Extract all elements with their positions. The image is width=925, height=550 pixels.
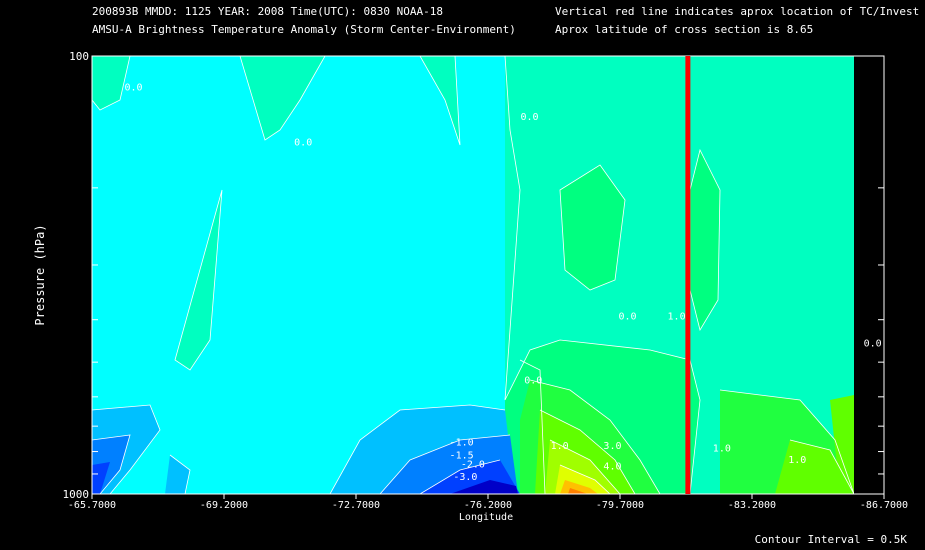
y-axis: 100 1000 — [63, 50, 884, 501]
contour-label: 0.0 — [124, 83, 142, 94]
x-tick-label: -79.7000 — [596, 500, 644, 511]
y-tick-label: 1000 — [63, 488, 90, 501]
x-tick-label: -69.2000 — [200, 500, 248, 511]
contour-label: 0.0 — [864, 338, 882, 349]
contour-label: 1.0 — [551, 441, 569, 452]
y-axis-label: Pressure (hPa) — [33, 224, 47, 325]
header-info-line: 200893B MMDD: 1125 YEAR: 2008 Time(UTC):… — [92, 5, 443, 18]
contour-label: 0.0 — [619, 312, 637, 323]
contour-label: 1.0 — [713, 444, 731, 455]
contour-label: 1.0 — [788, 455, 806, 466]
contour-label: -3.0 — [453, 472, 477, 483]
contour-interval-note: Contour Interval = 0.5K — [754, 533, 907, 546]
chart-title: AMSU-A Brightness Temperature Anomaly (S… — [92, 23, 516, 36]
x-tick-label: -76.2000 — [464, 500, 512, 511]
contour-label: 0.0 — [520, 112, 538, 123]
contour-labels: 0.0 0.0 0.0 -1.0 -1.5-2.0-3.0 0.0 0.0 1.0 0.0 1.0… — [124, 83, 881, 484]
y-tick-label: 100 — [69, 50, 89, 63]
x-axis: -65.7000 -69.2000 -72.7000 -76.2000 -79.7000… — [68, 494, 908, 511]
contour-label: 4.0 — [603, 462, 621, 473]
x-tick-label: -72.7000 — [332, 500, 380, 511]
contour-label: 0.0 — [294, 137, 312, 148]
x-tick-label: -65.7000 — [68, 500, 116, 511]
contour-label: 1.0 — [668, 312, 686, 323]
contour-label: 3.0 — [603, 441, 621, 452]
x-tick-label: -83.2000 — [728, 500, 776, 511]
contour-label: 0.0 — [524, 376, 542, 387]
contour-label: -1.5 — [450, 451, 474, 462]
contour-label: -1.0 — [450, 438, 474, 449]
x-axis-label: Longitude — [459, 512, 513, 523]
x-tick-label: -86.7000 — [860, 500, 908, 511]
contour-label: -2.0 — [461, 460, 485, 471]
latitude-note: Aprox latitude of cross section is 8.65 — [555, 23, 814, 36]
tc-note: Vertical red line indicates aprox locati… — [555, 5, 920, 18]
contour-fills — [92, 56, 854, 494]
